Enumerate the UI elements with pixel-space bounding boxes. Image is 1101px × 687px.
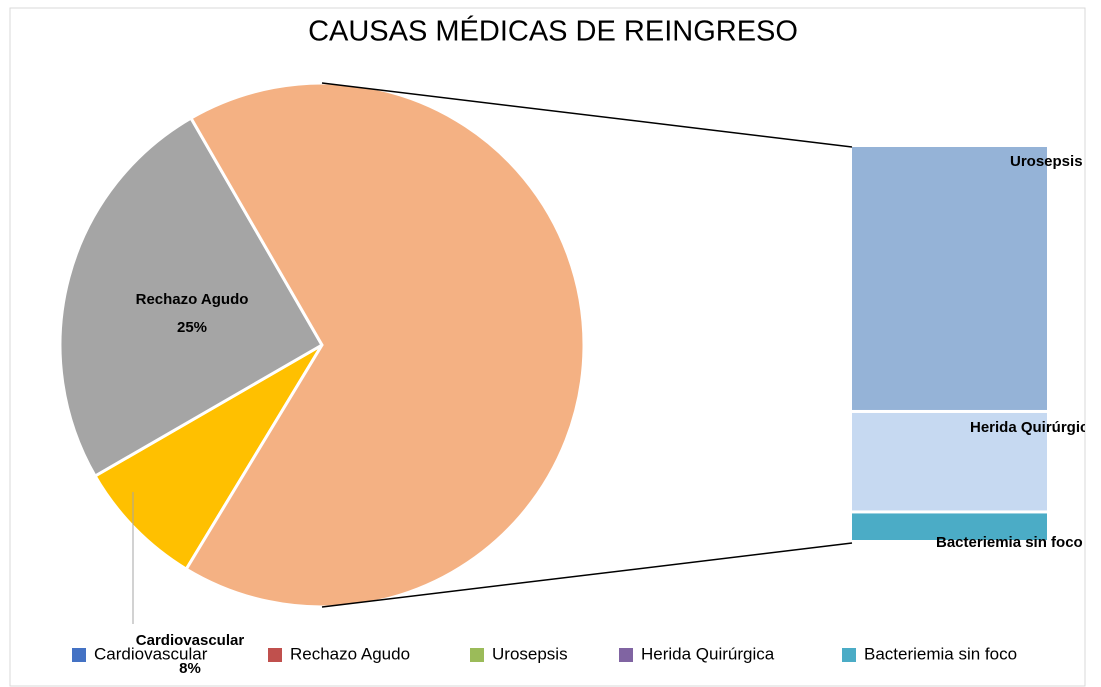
bar-segment [852, 147, 1047, 410]
data-label: 25% [177, 319, 207, 336]
legend-swatch [619, 648, 633, 662]
legend-label: Rechazo Agudo [290, 644, 410, 663]
plot: Rechazo Agudo 25% Urosepsis Herida Quirúrgi… [58, 81, 1097, 677]
data-label: Urosepsis [1010, 153, 1083, 170]
data-label: 8% [179, 660, 201, 677]
data-label: Herida Quirúrgica [970, 419, 1097, 436]
legend-swatch [842, 648, 856, 662]
pie-slice [58, 116, 325, 479]
data-label: Rechazo Agudo [136, 291, 249, 308]
legend-swatch [470, 648, 484, 662]
legend-label: Cardiovascular [94, 644, 208, 663]
data-label: Bacteriemia sin foco [936, 534, 1083, 551]
legend-swatch [72, 648, 86, 662]
data-label: Cardiovascular [136, 632, 245, 649]
connector [321, 82, 853, 148]
connector [321, 542, 853, 608]
bar-segment [852, 513, 1047, 540]
pie-slice [93, 343, 324, 572]
bar-segment [852, 412, 1047, 511]
pie-slice-other [184, 81, 586, 609]
legend-label: Bacteriemia sin foco [864, 644, 1017, 663]
legend-label: Herida Quirúrgica [641, 644, 775, 663]
chart-title: CAUSAS MÉDICAS DE REINGRESO [308, 15, 798, 48]
legend-swatch [268, 648, 282, 662]
legend-label: Urosepsis [492, 644, 568, 663]
